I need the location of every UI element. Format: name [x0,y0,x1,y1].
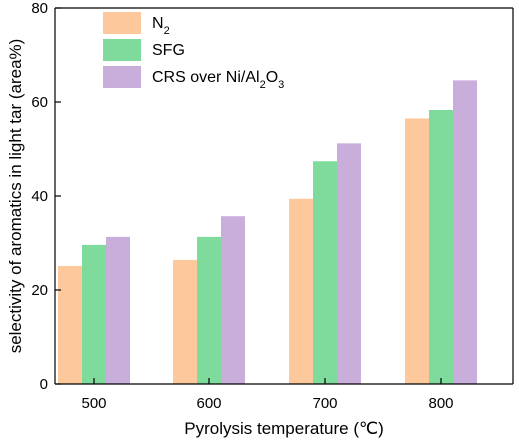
bar-700-series-2 [313,161,337,384]
bars-layer [58,80,477,385]
bar-500-series-1 [58,266,82,384]
legend-label-n2: N2 [152,15,170,37]
y-tick-label: 20 [31,282,48,299]
y-axis-title: selectivity of aromatics in light tar (a… [6,39,25,354]
x-axis-title: Pyrolysis temperature (℃) [184,419,384,438]
legend-swatch-sfg [103,39,141,61]
bar-600-series-3 [221,216,245,384]
legend-swatch-crs [103,66,141,88]
bar-500-series-3 [106,236,130,384]
bar-600-series-2 [197,236,221,384]
bar-800-series-3 [453,80,477,384]
legend-label-crs: CRS over Ni/Al2O3 [152,69,284,91]
legend-swatch-n2 [103,12,141,34]
y-tick-label: 80 [31,0,48,17]
x-tick-label: 500 [81,395,106,412]
y-tick-label: 40 [31,188,48,205]
y-tick-label: 0 [40,376,48,393]
bar-800-series-2 [429,109,453,385]
y-axis-ticks: 0 20 40 60 80 [31,0,61,393]
legend-label-sfg: SFG [152,42,185,59]
bar-700-series-3 [337,143,361,384]
bar-800-series-1 [405,118,429,384]
y-tick-label: 60 [31,94,48,111]
legend: N2 SFG CRS over Ni/Al2O3 [103,12,284,91]
x-tick-label: 600 [196,395,221,412]
x-axis-ticks: 500 600 700 800 [81,378,454,412]
bar-500-series-2 [82,244,106,384]
x-tick-label: 800 [428,395,453,412]
bar-600-series-1 [173,259,197,384]
x-tick-label: 700 [312,395,337,412]
bar-700-series-1 [289,198,313,384]
